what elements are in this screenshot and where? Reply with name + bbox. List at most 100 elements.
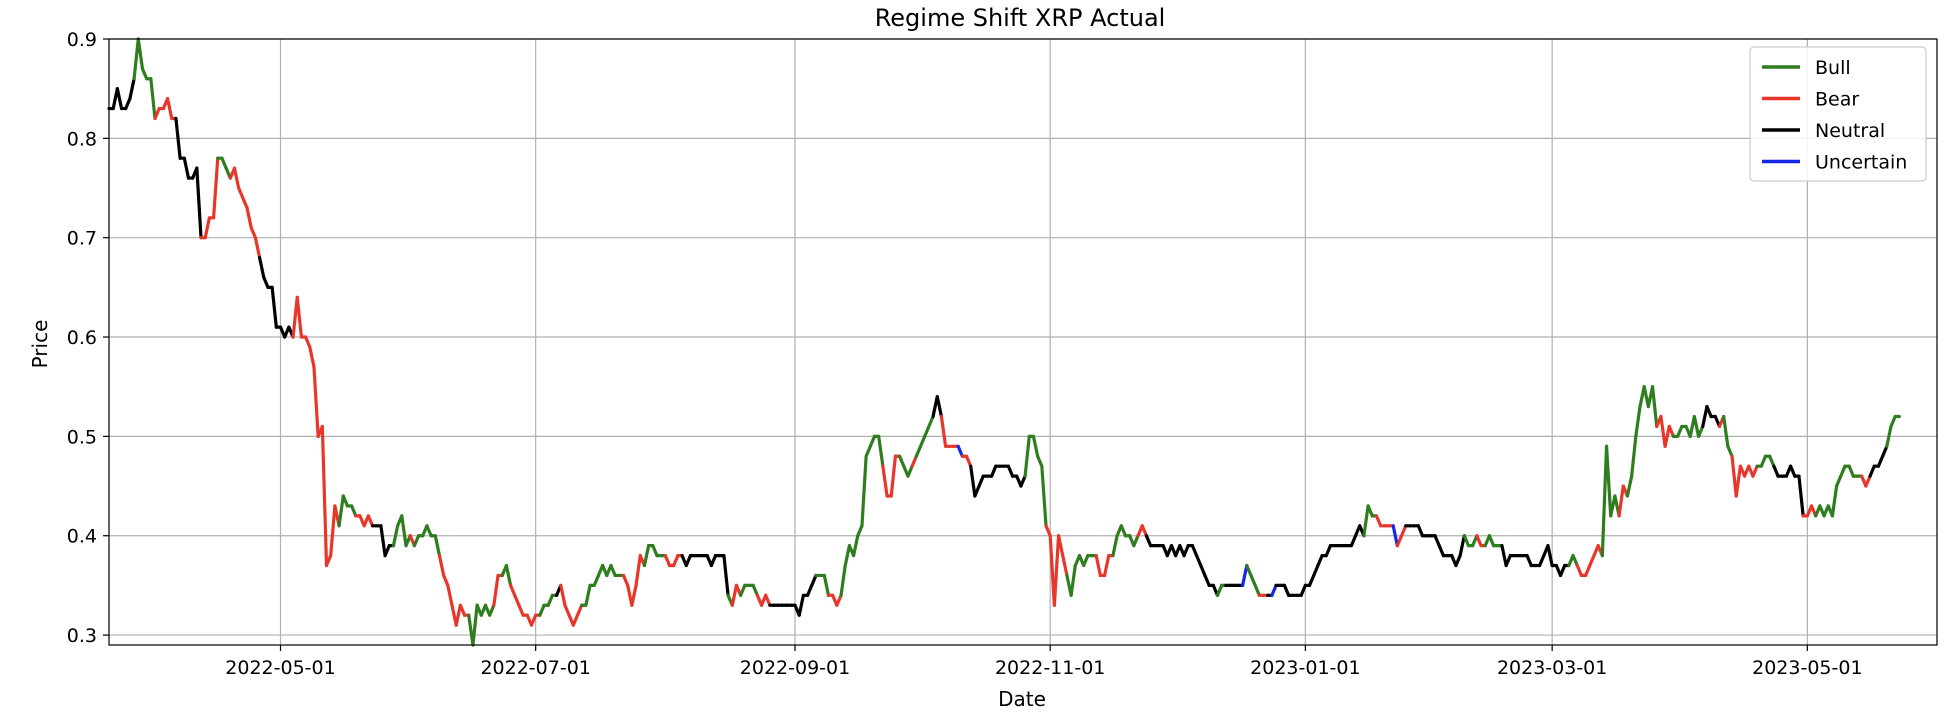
grid	[109, 38, 1937, 645]
price-segment-neutral	[977, 474, 985, 488]
price-segment-bear	[211, 156, 220, 220]
price-segment-neutral	[935, 395, 944, 419]
price-segment-bull	[1111, 534, 1119, 558]
price-segment-neutral	[379, 524, 387, 558]
price-segment-bear	[245, 206, 253, 230]
plot-area	[109, 39, 1937, 645]
price-segment-bear	[1751, 464, 1759, 478]
price-segment-bull	[1069, 563, 1077, 597]
price-segment-bull	[1023, 434, 1031, 478]
price-segment-neutral	[1788, 464, 1797, 478]
price-segment-bull	[400, 514, 408, 548]
price-segment-bull	[864, 444, 872, 458]
price-segment-neutral	[1144, 534, 1153, 548]
price-segment-bull	[839, 563, 847, 597]
price-segment-bear	[835, 593, 843, 607]
price-segment-bull	[504, 563, 513, 587]
price-segment-bull	[1625, 474, 1634, 498]
price-segment-bull	[1215, 583, 1224, 597]
price-segment-bear	[889, 454, 898, 498]
price-segment-neutral	[124, 97, 132, 111]
y-tick-label: 0.6	[67, 327, 97, 349]
price-segment-neutral	[797, 593, 805, 617]
price-segment-bull	[592, 573, 601, 587]
price-segment-bear	[1864, 474, 1872, 488]
price-segment-bear	[237, 186, 245, 200]
price-segment-bull	[843, 544, 852, 568]
x-axis-label: Date	[998, 687, 1046, 711]
price-segment-bull	[1249, 573, 1257, 587]
price-segment-bear	[1374, 514, 1383, 528]
price-segment-bear	[329, 504, 337, 558]
price-segment-bull	[132, 37, 140, 81]
price-segment-bull	[140, 67, 149, 81]
price-segment-neutral	[1190, 544, 1199, 558]
price-segment-neutral	[709, 553, 718, 568]
price-segment-bull	[1692, 414, 1701, 438]
price-segment-bull	[1253, 583, 1261, 597]
legend-label-neutral: Neutral	[1815, 120, 1885, 142]
y-tick-label: 0.5	[67, 426, 97, 448]
x-tick-label: 2023-01-01	[1250, 657, 1360, 679]
price-segment-neutral	[1705, 404, 1713, 419]
price-segment-bull	[1366, 504, 1374, 518]
price-segment-neutral	[810, 573, 818, 587]
price-segment-neutral	[383, 544, 391, 558]
price-segment-bull	[1040, 464, 1048, 528]
price-segment-bull	[136, 37, 145, 71]
price-segment-bull	[1726, 444, 1734, 458]
price-segment-neutral	[1299, 583, 1307, 597]
price-segment-bull	[220, 156, 228, 170]
legend-box	[1749, 46, 1927, 182]
price-segment-bear	[1584, 563, 1592, 578]
price-segment-bull	[1362, 504, 1370, 538]
price-segment-uncertain	[1391, 524, 1399, 548]
price-segment-bear	[437, 553, 446, 578]
price-segment-bull	[1847, 464, 1855, 478]
price-segment-bull	[1487, 534, 1496, 548]
price-segment-bear	[308, 345, 316, 369]
price-segment-neutral	[1203, 573, 1211, 587]
price-segment-bear	[1730, 454, 1738, 498]
price-segment-neutral	[684, 553, 693, 568]
price-segment-bull	[546, 593, 555, 607]
price-segment-bear	[232, 166, 241, 190]
y-axis-label: Price	[28, 320, 52, 369]
price-segment-bear	[571, 613, 580, 627]
price-segment-bull	[897, 454, 906, 468]
price-segment-bull	[433, 534, 442, 558]
price-segment-neutral	[1525, 553, 1533, 568]
price-segment-bear	[366, 514, 375, 528]
price-segment-neutral	[1504, 553, 1512, 568]
price-segment-neutral	[722, 553, 730, 597]
price-segment-neutral	[1797, 474, 1805, 518]
price-segment-neutral	[1006, 464, 1015, 478]
price-segment-bear	[1575, 563, 1584, 578]
price-segment-bear	[634, 553, 642, 587]
price-segment-bear	[1734, 464, 1743, 498]
price-segment-bull	[1571, 553, 1579, 568]
plot-frame	[108, 38, 1938, 646]
x-tick-label: 2023-03-01	[1497, 657, 1607, 679]
price-segment-neutral	[1538, 553, 1546, 568]
price-segment-bear	[492, 573, 500, 607]
price-segment-neutral	[1194, 553, 1203, 568]
price-segment-neutral	[1701, 404, 1709, 429]
price-segment-bear	[1588, 553, 1596, 568]
price-segment-bear	[1140, 524, 1149, 538]
price-segment-neutral	[1433, 534, 1441, 548]
legend: Bull Bear Neutral Uncertain	[1749, 46, 1927, 182]
x-tick-label: 2022-09-01	[740, 657, 850, 679]
price-segment-bull	[642, 544, 651, 568]
price-segment-neutral	[115, 87, 124, 111]
price-segment-bear	[1102, 553, 1111, 578]
legend-label-bear: Bear	[1815, 89, 1859, 111]
price-segment-bull	[1722, 414, 1730, 448]
price-segment-neutral	[270, 285, 278, 329]
price-segment-neutral	[1324, 544, 1333, 558]
price-segment-bear	[165, 97, 174, 121]
price-segment-bull	[1696, 424, 1705, 438]
price-segment-bear	[1061, 553, 1069, 578]
price-segment-bull	[1839, 464, 1847, 478]
price-segment-bull	[1759, 454, 1768, 468]
